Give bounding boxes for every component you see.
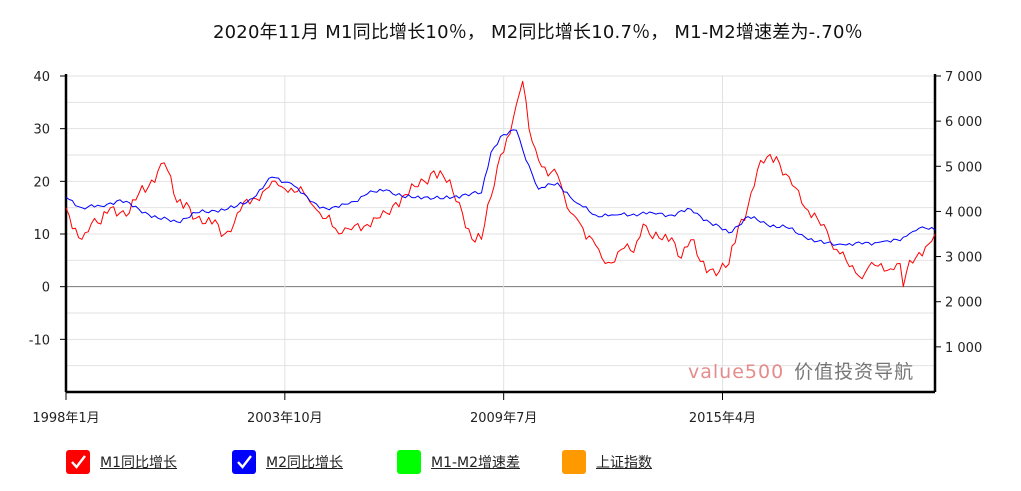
m2-growth-line [65,129,936,246]
m1-checkbox[interactable] [66,450,90,474]
right-tick-label: 7 000 [945,70,982,85]
left-tick-label: 20 [33,175,50,190]
left-tick-label: 0 [42,281,50,296]
right-tick-label: 6 000 [945,115,982,130]
watermark: value500 价值投资导航 [688,357,914,384]
m1-growth-line [65,80,936,288]
right-tick-label: 1 000 [945,341,982,356]
right-tick-label: 5 000 [945,160,982,175]
x-tick-label: 2015年4月 [689,411,756,426]
axes [64,74,937,394]
right-tick-label: 4 000 [945,205,982,220]
left-tick-label: 30 [33,123,50,138]
legend: M1同比增长 M2同比增长 M1-M2增速差 上证指数 [0,448,1021,478]
legend-item-m1-m2-diff[interactable]: M1-M2增速差 [397,448,520,476]
legend-item-m2[interactable]: M2同比增长 [232,448,343,476]
x-tick-label: 2009年7月 [470,411,537,426]
watermark-name: 价值投资导航 [794,361,915,383]
x-axis-ticks: 1998年1月 2003年10月 2009年7月 2015年4月 [32,392,756,426]
left-tick-label: -10 [29,333,50,348]
right-tick-label: 2 000 [945,296,982,311]
checkmark-icon [237,455,252,469]
x-tick-label: 2003年10月 [247,411,323,426]
series-lines [65,80,936,288]
legend-label-m1-m2-diff[interactable]: M1-M2增速差 [431,455,521,471]
watermark-brand: value500 [688,361,785,383]
left-tick-label: 10 [33,228,50,243]
sse-index-checkbox[interactable] [562,450,586,474]
x-tick-label: 1998年1月 [32,411,99,426]
legend-item-m1[interactable]: M1同比增长 [66,448,177,476]
legend-label-sse-index[interactable]: 上证指数 [596,455,652,471]
left-tick-label: 40 [33,70,50,85]
legend-label-m2[interactable]: M2同比增长 [266,455,343,471]
m1-m2-diff-checkbox[interactable] [397,450,421,474]
gridlines [66,75,935,393]
legend-label-m1[interactable]: M1同比增长 [100,455,177,471]
right-axis-ticks: 7 000 6 000 5 000 4 000 3 000 2 000 1 000 [935,70,982,356]
left-axis-ticks: 40 30 20 10 0 -10 [29,70,66,348]
legend-item-sse-index[interactable]: 上证指数 [562,448,652,476]
checkmark-icon [71,455,86,469]
m2-checkbox[interactable] [232,450,256,474]
right-tick-label: 3 000 [945,251,982,266]
chart-title: 2020年11月 M1同比增长10％， M2同比增长10.7％， M1-M2增速… [213,22,863,43]
